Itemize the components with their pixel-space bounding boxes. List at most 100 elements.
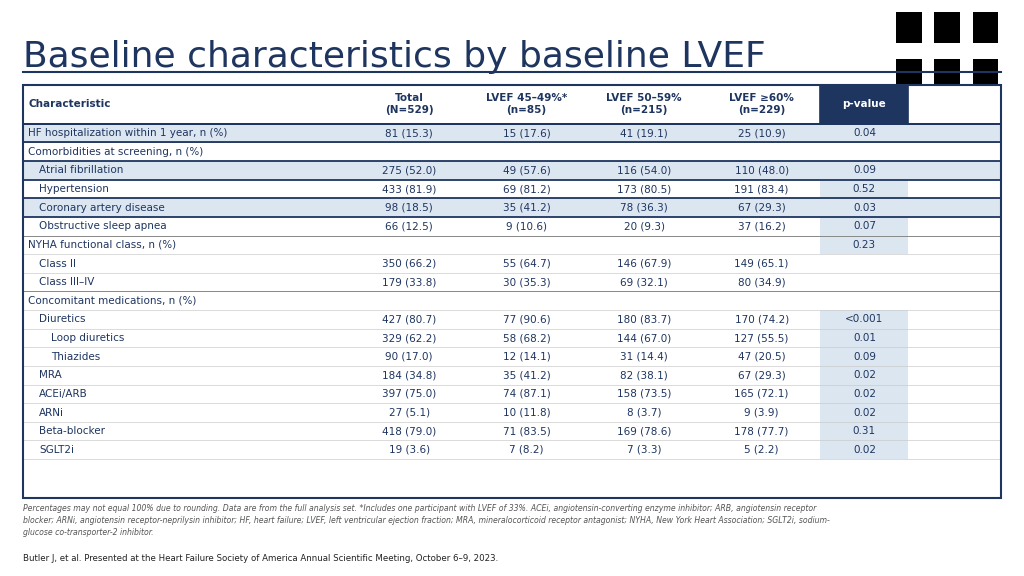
Text: 433 (81.9): 433 (81.9): [382, 184, 436, 194]
Bar: [947, 28, 961, 43]
Text: Percentages may not equal 100% due to rounding. Data are from the full analysis : Percentages may not equal 100% due to ro…: [23, 504, 829, 537]
Text: 397 (75.0): 397 (75.0): [382, 389, 436, 399]
Bar: [947, 43, 961, 59]
Bar: [947, 123, 961, 138]
Text: 82 (38.1): 82 (38.1): [621, 370, 668, 380]
Bar: [985, 107, 998, 123]
Bar: [985, 91, 998, 107]
Bar: [947, 91, 961, 107]
Text: 0.07: 0.07: [853, 221, 876, 232]
Text: Obstructive sleep apnea: Obstructive sleep apnea: [39, 221, 167, 232]
Text: Atrial fibrillation: Atrial fibrillation: [39, 165, 123, 176]
Bar: [985, 123, 998, 138]
Bar: [896, 12, 909, 28]
Bar: [961, 123, 973, 138]
Text: <0.001: <0.001: [845, 314, 884, 324]
Text: 69 (81.2): 69 (81.2): [503, 184, 551, 194]
Bar: [909, 123, 922, 138]
Text: Beta-blocker: Beta-blocker: [39, 426, 104, 436]
Bar: [985, 59, 998, 75]
Text: Diuretics: Diuretics: [39, 314, 85, 324]
Bar: [973, 12, 985, 28]
Bar: [961, 28, 973, 43]
Text: SGLT2i: SGLT2i: [39, 445, 74, 455]
Text: 418 (79.0): 418 (79.0): [382, 426, 436, 436]
Bar: [961, 107, 973, 123]
Text: 81 (15.3): 81 (15.3): [385, 128, 433, 138]
Text: 170 (74.2): 170 (74.2): [734, 314, 788, 324]
Bar: [896, 59, 909, 75]
Text: 7 (8.2): 7 (8.2): [509, 445, 544, 455]
Text: 69 (32.1): 69 (32.1): [621, 277, 668, 287]
Bar: [973, 91, 985, 107]
Bar: [947, 12, 961, 28]
Bar: [922, 43, 934, 59]
Text: Total
(N=529): Total (N=529): [385, 93, 433, 115]
Text: p-value: p-value: [843, 99, 887, 109]
Text: Comorbidities at screening, n (%): Comorbidities at screening, n (%): [28, 147, 203, 157]
Text: 20 (9.3): 20 (9.3): [624, 221, 665, 232]
Bar: [961, 75, 973, 91]
Bar: [896, 75, 909, 91]
Text: 144 (67.0): 144 (67.0): [617, 333, 672, 343]
Bar: [934, 28, 947, 43]
Bar: [922, 59, 934, 75]
Bar: [973, 28, 985, 43]
Bar: [985, 12, 998, 28]
Text: 74 (87.1): 74 (87.1): [503, 389, 551, 399]
Text: 0.31: 0.31: [853, 426, 876, 436]
Bar: [934, 91, 947, 107]
Text: 30 (35.3): 30 (35.3): [503, 277, 551, 287]
Bar: [896, 43, 909, 59]
Text: Butler J, et al. Presented at the Heart Failure Society of America Annual Scient: Butler J, et al. Presented at the Heart …: [23, 554, 498, 563]
Text: 179 (33.8): 179 (33.8): [382, 277, 436, 287]
Bar: [909, 43, 922, 59]
Bar: [896, 123, 909, 138]
Bar: [973, 107, 985, 123]
Text: 116 (54.0): 116 (54.0): [617, 165, 672, 176]
Text: 0.01: 0.01: [853, 333, 876, 343]
Text: 0.04: 0.04: [853, 128, 876, 138]
Text: 0.02: 0.02: [853, 407, 876, 418]
Text: LVEF 45–49%*
(n=85): LVEF 45–49%* (n=85): [486, 93, 567, 115]
Bar: [985, 43, 998, 59]
Text: 329 (62.2): 329 (62.2): [382, 333, 436, 343]
Text: Characteristic: Characteristic: [29, 99, 112, 109]
Text: 8 (3.7): 8 (3.7): [627, 407, 662, 418]
Text: 0.02: 0.02: [853, 370, 876, 380]
Bar: [922, 12, 934, 28]
Text: 5 (2.2): 5 (2.2): [744, 445, 779, 455]
Text: 7 (3.3): 7 (3.3): [627, 445, 662, 455]
Bar: [934, 43, 947, 59]
Bar: [947, 59, 961, 75]
Text: 49 (57.6): 49 (57.6): [503, 165, 551, 176]
Text: 58 (68.2): 58 (68.2): [503, 333, 551, 343]
Bar: [909, 28, 922, 43]
Text: 19 (3.6): 19 (3.6): [389, 445, 430, 455]
Text: 9 (10.6): 9 (10.6): [506, 221, 547, 232]
Bar: [934, 59, 947, 75]
Bar: [973, 59, 985, 75]
Text: 158 (73.5): 158 (73.5): [617, 389, 672, 399]
Text: 78 (36.3): 78 (36.3): [621, 203, 668, 213]
Text: 350 (66.2): 350 (66.2): [382, 259, 436, 268]
Bar: [934, 12, 947, 28]
Text: 67 (29.3): 67 (29.3): [737, 370, 785, 380]
Bar: [922, 107, 934, 123]
Bar: [896, 91, 909, 107]
Text: Hypertension: Hypertension: [39, 184, 109, 194]
Text: 275 (52.0): 275 (52.0): [382, 165, 436, 176]
Text: 0.02: 0.02: [853, 389, 876, 399]
Text: Thiazides: Thiazides: [51, 351, 100, 362]
Bar: [985, 75, 998, 91]
Bar: [909, 75, 922, 91]
Text: HF hospitalization within 1 year, n (%): HF hospitalization within 1 year, n (%): [28, 128, 227, 138]
Text: Class III–IV: Class III–IV: [39, 277, 94, 287]
Text: Coronary artery disease: Coronary artery disease: [39, 203, 165, 213]
Text: 191 (83.4): 191 (83.4): [734, 184, 788, 194]
Bar: [909, 91, 922, 107]
Text: 169 (78.6): 169 (78.6): [617, 426, 672, 436]
Bar: [896, 28, 909, 43]
Bar: [922, 123, 934, 138]
Bar: [961, 59, 973, 75]
